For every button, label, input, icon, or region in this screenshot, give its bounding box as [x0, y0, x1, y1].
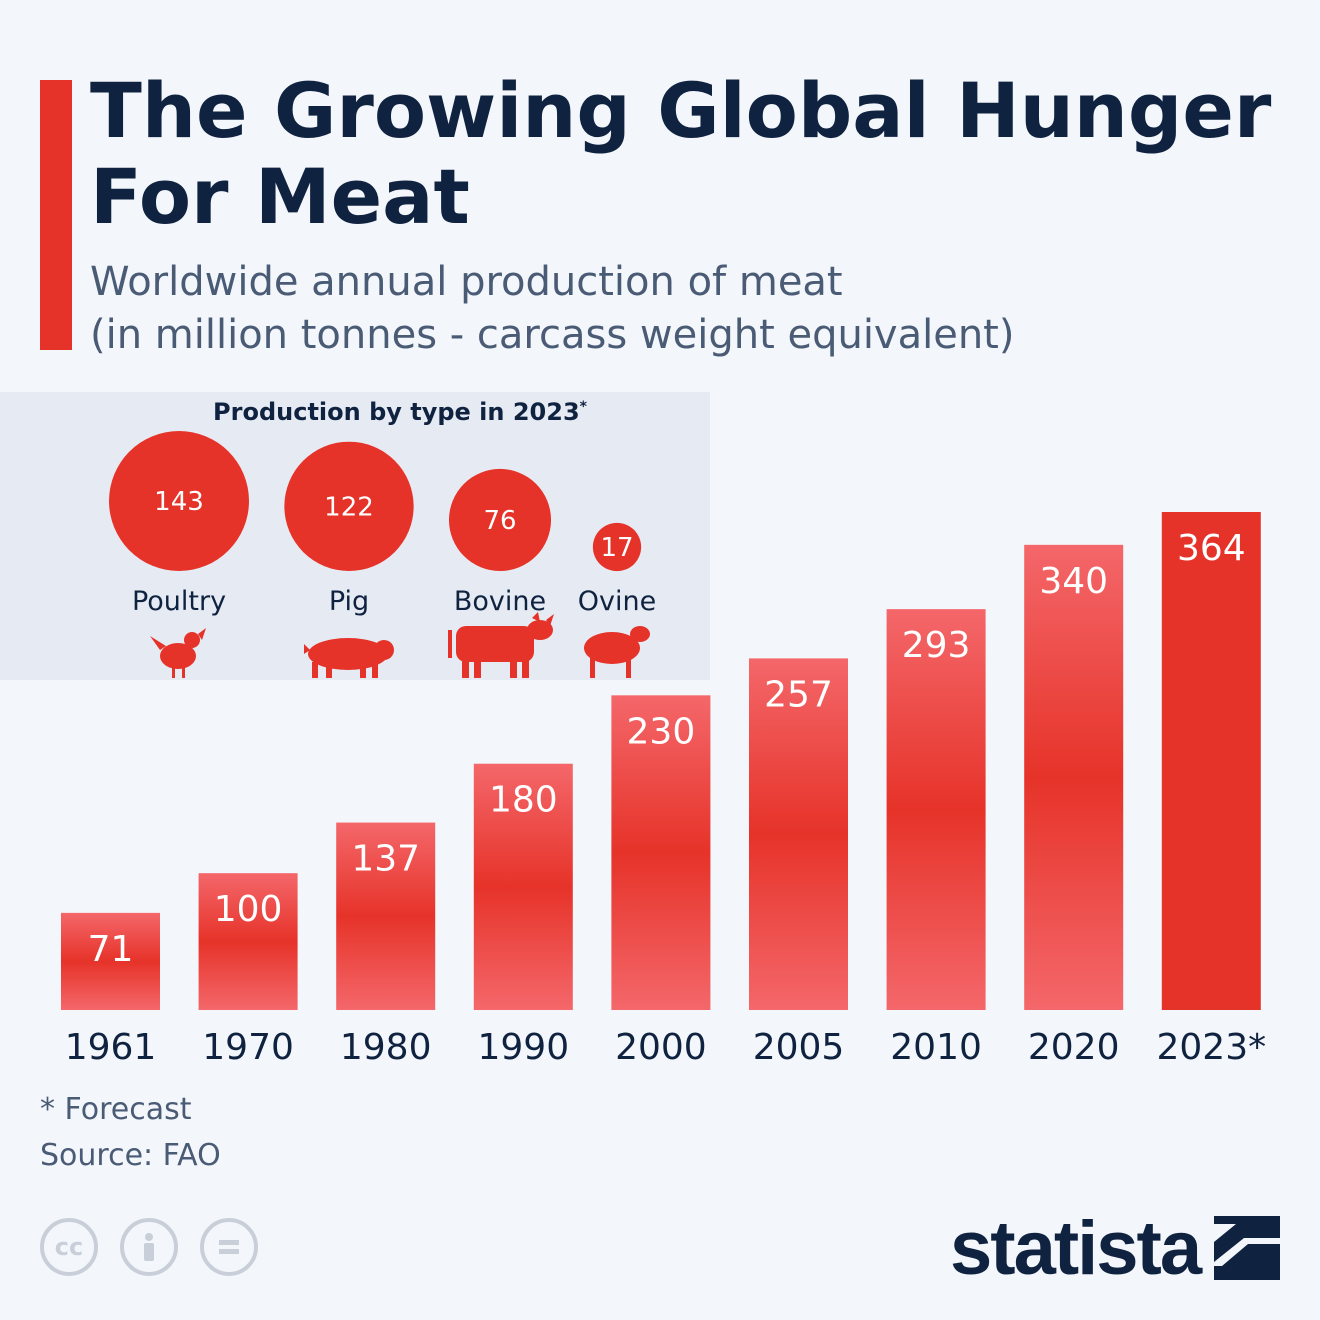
- bubble-pig: [284, 441, 414, 571]
- x-tick-label: 2023*: [1156, 1027, 1266, 1068]
- x-tick-label: 1990: [477, 1027, 569, 1068]
- bubble-value-label: 143: [154, 487, 204, 517]
- bubble-category-label: Bovine: [454, 586, 546, 617]
- sheep-icon: [584, 626, 650, 678]
- chicken-icon: [150, 628, 206, 678]
- equals-glyph: [219, 1240, 239, 1254]
- bubble-poultry: [109, 431, 249, 571]
- bar-value-label: 137: [351, 839, 420, 880]
- attribution-icon[interactable]: [120, 1218, 178, 1276]
- bar-2020: [1024, 544, 1124, 1010]
- bar-value-label: 364: [1177, 528, 1246, 569]
- title-accent-bar: [40, 80, 72, 350]
- bubble-value-label: 122: [324, 492, 374, 522]
- bar-value-label: 180: [489, 780, 558, 821]
- bar-1990: [473, 763, 573, 1010]
- bar-2010: [886, 609, 986, 1010]
- bar-1970: [198, 873, 298, 1010]
- x-tick-label: 2010: [890, 1027, 982, 1068]
- bubble-category-label: Pig: [329, 586, 369, 617]
- bar-value-label: 71: [88, 929, 134, 970]
- bubble-value-label: 17: [600, 533, 633, 563]
- inset-title-text: Production by type in 2023: [213, 398, 580, 426]
- bubble-category-label: Poultry: [132, 586, 226, 617]
- x-tick-label: 1961: [65, 1027, 157, 1068]
- subtitle-line-2: (in million tonnes - carcass weight equi…: [90, 312, 1015, 358]
- statista-logo[interactable]: statista: [950, 1206, 1202, 1291]
- bar-value-label: 230: [627, 711, 696, 752]
- inset-title-mark: *: [579, 399, 587, 415]
- inset-title: Production by type in 2023*: [0, 398, 800, 426]
- bar-1980: [336, 822, 436, 1010]
- forecast-note: * Forecast: [40, 1092, 192, 1127]
- no-derivatives-icon[interactable]: [200, 1218, 258, 1276]
- x-tick-label: 2020: [1028, 1027, 1120, 1068]
- bubble-value-label: 76: [483, 506, 516, 536]
- cc-icon[interactable]: cc: [40, 1218, 98, 1276]
- x-tick-label: 2000: [615, 1027, 707, 1068]
- chart-title: The Growing Global Hunger For Meat: [90, 66, 1272, 241]
- bar-2005: [749, 658, 848, 1010]
- pig-icon: [304, 638, 394, 678]
- bar-1961: [61, 912, 160, 1010]
- bar-value-label: 100: [214, 889, 283, 930]
- x-tick-label: 1970: [202, 1027, 294, 1068]
- bar-2023: [1161, 512, 1261, 1010]
- source-note: Source: FAO: [40, 1138, 221, 1173]
- bar-value-label: 340: [1039, 561, 1108, 602]
- person-glyph: [144, 1233, 154, 1261]
- statista-logo-mark[interactable]: [1214, 1216, 1280, 1280]
- bar-value-label: 293: [902, 625, 971, 666]
- x-tick-label: 1980: [340, 1027, 432, 1068]
- subtitle-line-1: Worldwide annual production of meat: [90, 259, 843, 305]
- bar-value-label: 257: [764, 674, 833, 715]
- bubble-bovine: [448, 468, 552, 571]
- bar-2000: [611, 695, 711, 1010]
- bar-series: 71 1961 100 1970 137 1980 180 1990 230 2000 257 200…: [61, 512, 1266, 1068]
- x-tick-label: 2005: [753, 1027, 845, 1068]
- bubble-category-label: Ovine: [578, 586, 656, 617]
- chart-subtitle: Worldwide annual production of meat (in …: [90, 256, 1290, 362]
- bubble-series: 143 Poultry 122 Pig 76 Bovine 17 Ovine: [109, 431, 656, 617]
- cow-icon: [448, 612, 554, 678]
- bubble-ovine: [592, 522, 642, 572]
